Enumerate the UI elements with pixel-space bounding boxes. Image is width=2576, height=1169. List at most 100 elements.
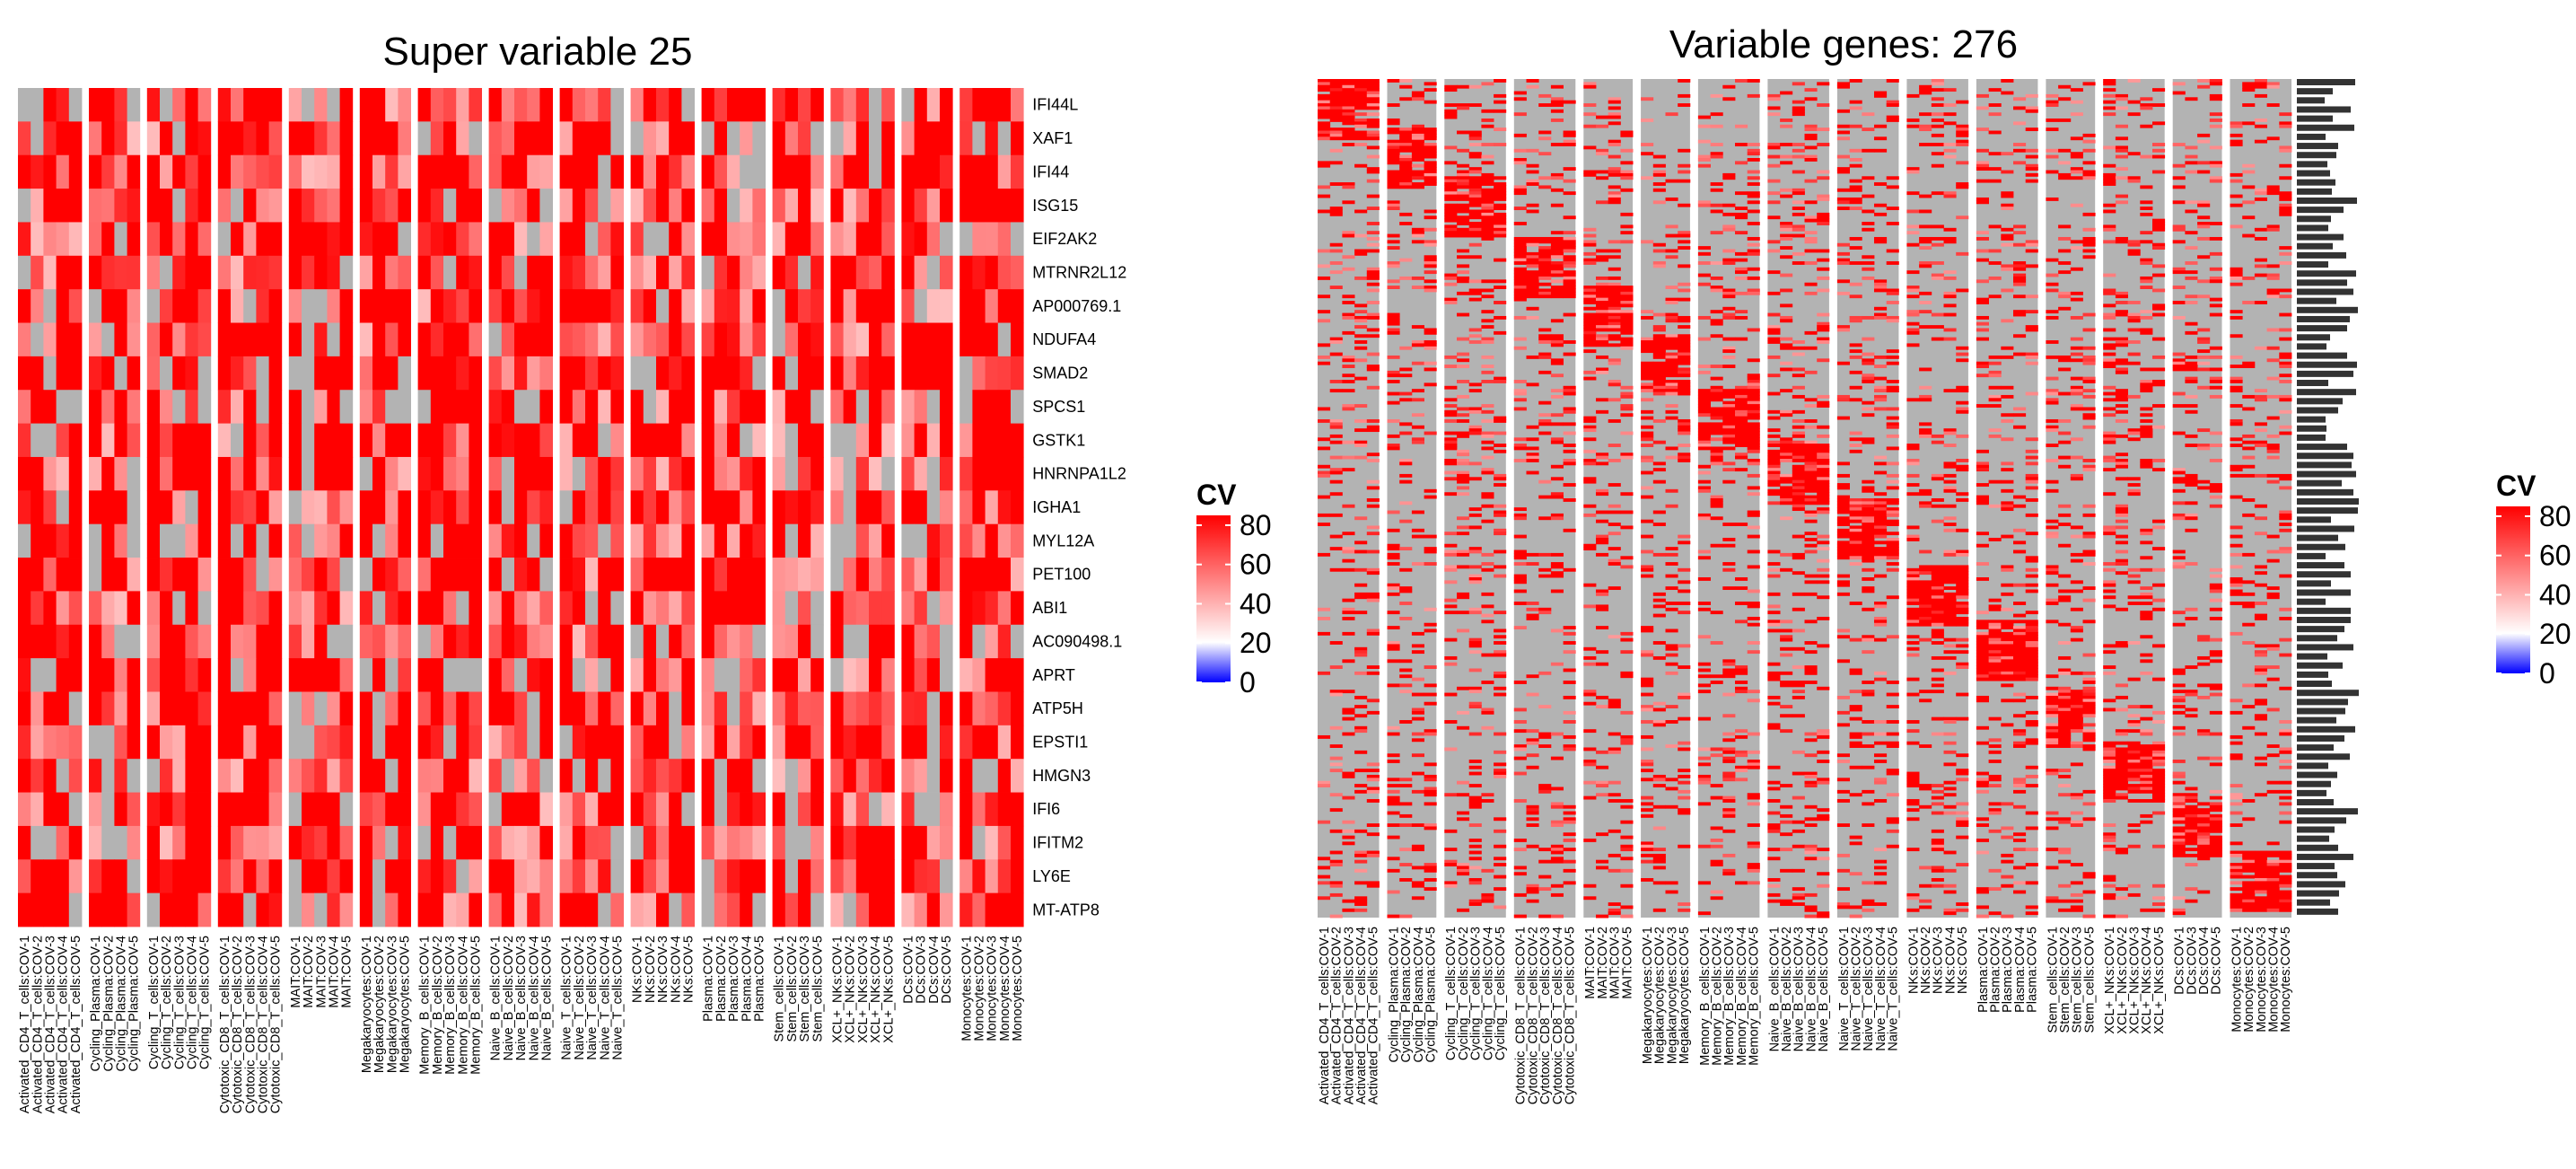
heatmap-cell	[302, 892, 315, 927]
heatmap-cell	[2103, 328, 2116, 332]
heatmap-cell	[1538, 152, 1552, 156]
heatmap-cell	[1678, 343, 1691, 347]
heatmap-cell	[1608, 249, 1621, 253]
heatmap-cell	[855, 456, 870, 491]
heatmap-cell	[1366, 91, 1380, 95]
heatmap-cell	[1710, 391, 1723, 396]
heatmap-cell	[1747, 398, 1760, 402]
heatmap-cell	[2070, 297, 2083, 302]
heatmap-cell	[2082, 380, 2096, 383]
heatmap-cell	[1342, 549, 1355, 554]
heatmap-cell	[2115, 337, 2128, 341]
heatmap-cell	[1665, 382, 1678, 387]
heatmap-cell	[31, 591, 44, 626]
heatmap-cell	[630, 88, 644, 122]
heatmap-cell	[1366, 82, 1380, 86]
heatmap-cell	[843, 423, 857, 458]
heatmap-cell	[1366, 276, 1380, 280]
heatmap-cell	[1387, 157, 1400, 162]
heatmap-cell	[1665, 562, 1678, 566]
column-label: Naive_B_cells:COV-3	[514, 936, 529, 1060]
heatmap-cell	[869, 558, 882, 592]
heatmap-cell	[1956, 567, 1969, 572]
heatmap-cell	[2082, 148, 2096, 153]
heatmap-cell	[2082, 358, 2096, 363]
heatmap-cell	[1874, 523, 1888, 526]
heatmap-cell	[1550, 340, 1564, 344]
heatmap-cell	[1767, 473, 1781, 478]
heatmap-cell	[914, 490, 928, 525]
heatmap-cell	[959, 222, 973, 257]
heatmap-cell	[101, 658, 115, 692]
heatmap-cell	[630, 725, 644, 760]
heatmap-cell	[1596, 552, 1609, 557]
heatmap-cell	[2230, 422, 2243, 426]
heatmap-cell	[372, 792, 386, 827]
heatmap-cell	[2013, 549, 2027, 554]
heatmap-cell	[1862, 376, 1875, 381]
heatmap-cell	[1767, 440, 1781, 444]
heatmap-cell	[1354, 334, 1368, 338]
heatmap-cell	[56, 154, 70, 189]
heatmap-cell	[740, 658, 753, 692]
heatmap-cell	[1747, 148, 1760, 153]
heatmap-cell	[610, 759, 624, 793]
heatmap-cell	[559, 759, 574, 793]
heatmap-cell	[1836, 84, 1850, 89]
heatmap-cell	[197, 356, 212, 391]
heatmap-cell	[31, 859, 44, 894]
heatmap-cell	[114, 523, 127, 558]
heatmap-cell	[881, 859, 895, 894]
heatmap-cell	[339, 725, 354, 760]
column-label: Naive_B_cells:COV-1	[489, 936, 504, 1060]
heatmap-cell	[914, 456, 928, 491]
heatmap-cell	[798, 558, 811, 592]
heatmap-cell	[2013, 541, 2027, 545]
heatmap-cell	[669, 624, 682, 659]
heatmap-cell	[1817, 464, 1830, 469]
heatmap-cell	[1354, 100, 1368, 104]
heatmap-cell	[127, 322, 141, 357]
row-label: NDUFA4	[1032, 330, 1096, 348]
heatmap-cell	[1424, 534, 1437, 539]
heatmap-cell	[1780, 143, 1793, 146]
heatmap-cell	[1665, 389, 1678, 393]
heatmap-cell	[2025, 352, 2038, 356]
heatmap-cell	[2127, 477, 2141, 481]
heatmap-cell	[914, 189, 928, 223]
heatmap-cell	[417, 322, 432, 357]
heatmap-cell	[1678, 93, 1691, 98]
heatmap-cell	[2025, 449, 2038, 453]
heatmap-cell	[1608, 321, 1621, 326]
heatmap-cell	[527, 759, 540, 793]
heatmap-cell	[2254, 264, 2267, 268]
heatmap-cell	[89, 423, 102, 458]
heatmap-cell	[1620, 148, 1634, 153]
column-label: XCL+_NKs:COV-5	[881, 936, 896, 1043]
heatmap-cell	[231, 390, 244, 424]
heatmap-cell	[89, 189, 102, 223]
heatmap-cell	[1411, 286, 1424, 289]
heatmap-cell	[1678, 367, 1691, 372]
heatmap-cell	[1457, 130, 1470, 135]
heatmap-cell	[1665, 319, 1678, 323]
heatmap-cell	[1620, 133, 1634, 137]
heatmap-cell	[314, 423, 328, 458]
heatmap-cell	[2115, 525, 2128, 530]
heatmap-cell	[1641, 565, 1654, 569]
heatmap-cell	[1550, 270, 1564, 275]
heatmap-cell	[1608, 558, 1621, 563]
heatmap-cell	[1411, 233, 1424, 238]
heatmap-cell	[1526, 382, 1539, 387]
heatmap-cell	[339, 759, 354, 793]
heatmap-cell	[1874, 91, 1888, 95]
heatmap-cell	[598, 189, 611, 223]
heatmap-cell	[101, 423, 115, 458]
heatmap-cell	[2197, 294, 2211, 299]
heatmap-cell	[1538, 236, 1552, 241]
heatmap-cell	[1722, 562, 1736, 566]
heatmap-cell	[1550, 242, 1564, 247]
heatmap-cell	[2046, 571, 2059, 576]
heatmap-cell	[1354, 93, 1368, 98]
heatmap-cell	[1354, 106, 1368, 110]
